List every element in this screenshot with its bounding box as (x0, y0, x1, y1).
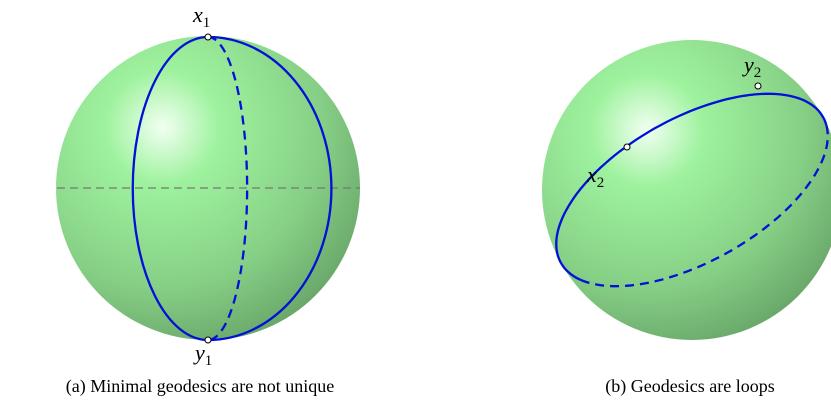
label-sub: 2 (754, 65, 762, 81)
label-sub: 1 (203, 15, 211, 31)
point (205, 34, 211, 40)
label-base: x (192, 2, 203, 27)
label-base: y (742, 52, 754, 77)
caption: (a) Minimal geodesics are not unique (66, 376, 334, 397)
figure: x1 y1 (a) Minimal geodesics are not uniq… (0, 0, 831, 402)
label-sub: 2 (597, 175, 605, 191)
caption: (b) Geodesics are loops (605, 376, 774, 397)
point-label: y1 (193, 340, 212, 369)
point-label: x1 (192, 2, 210, 31)
point (624, 144, 630, 150)
label-sub: 1 (205, 353, 213, 369)
point (755, 83, 761, 89)
label-base: y (193, 340, 205, 365)
sphere (542, 40, 831, 340)
point (205, 337, 211, 343)
label-base: x (586, 162, 597, 187)
